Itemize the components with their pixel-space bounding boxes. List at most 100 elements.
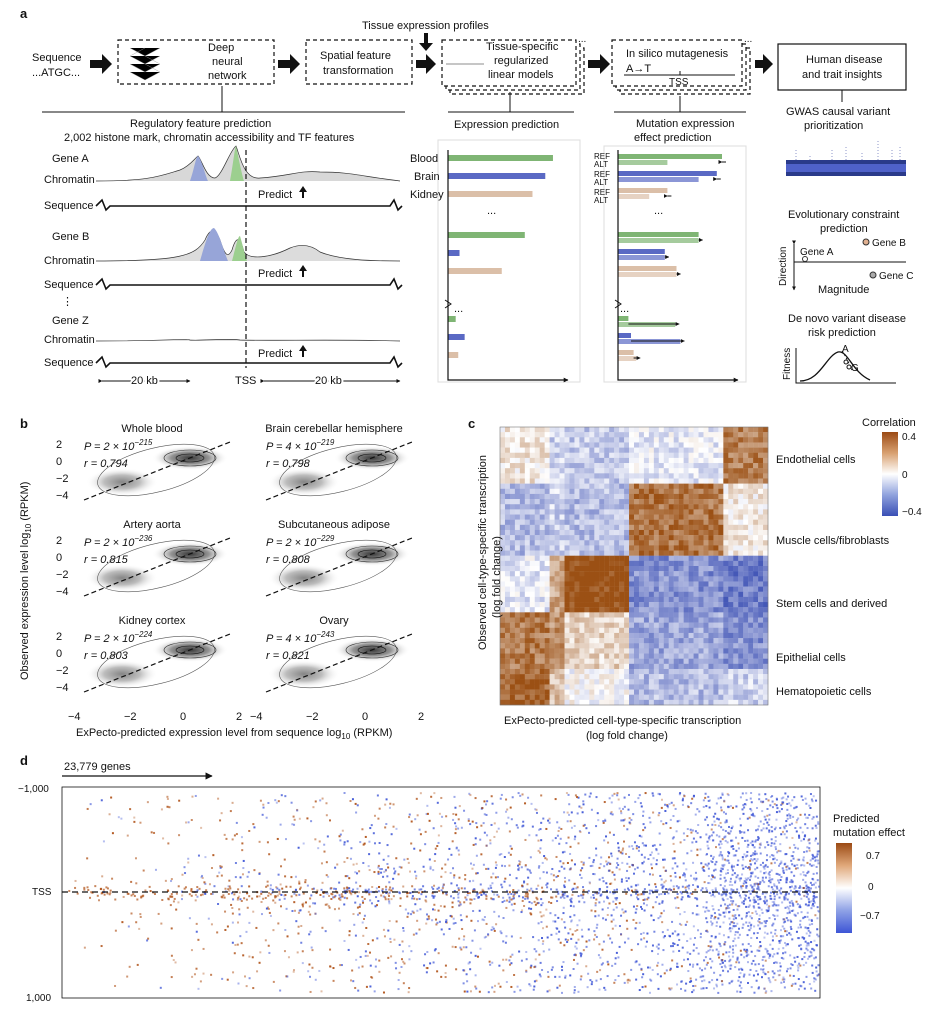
heatmap-cell [624,452,630,459]
mutation-effect-dot [415,874,418,877]
heatmap-cell [544,442,550,448]
mutation-effect-dot [521,793,524,796]
heatmap-cell [733,668,739,675]
heatmap-cell [544,653,550,659]
heatmap-cell [688,509,694,515]
mutation-effect-dot [535,834,538,837]
heatmap-cell [504,427,511,433]
heatmap-cell [609,653,615,659]
heatmap-cell [624,447,630,453]
heatmap-cell [604,602,610,608]
mutation-effect-dot [593,930,596,933]
heatmap-cell [638,509,645,515]
mutation-effect-dot [614,903,617,906]
mutation-effect-dot [657,792,660,795]
mutation-effect-dot [422,865,425,868]
heatmap-cell [738,483,744,489]
heatmap-cell [554,509,560,515]
heatmap-cell [658,457,664,464]
heatmap-cell [683,648,689,654]
heatmap-cell [589,581,595,587]
heatmap-cell [529,586,535,592]
mutation-effect-dot [337,907,340,910]
mutation-effect-dot [616,792,619,795]
mutation-effect-dot [551,966,554,969]
heatmap-cell [564,586,570,592]
heatmap-cell [599,617,605,623]
heatmap-cell [584,632,590,639]
heatmap-cell [698,504,704,510]
heatmap-cell [599,442,605,448]
mutation-effect-dot [642,973,645,976]
mutation-effect-dot [708,835,711,838]
heatmap-cell [539,612,545,618]
mutation-effect-dot [600,856,603,859]
heatmap-cell [743,627,749,634]
mutation-effect-dot [666,888,669,891]
mutation-effect-dot [738,976,741,979]
heatmap-cell [738,478,744,484]
heatmap-cell [688,684,694,690]
heatmap-cell [539,576,545,582]
mutation-effect-dot [621,908,624,911]
heatmap-cell [733,632,739,639]
heatmap-cell [663,638,669,644]
mutation-effect-dot [568,803,571,806]
heatmap-cell [698,632,704,639]
heatmap-cell [728,493,734,500]
heatmap-cell [678,442,684,448]
mutation-effect-dot [528,901,531,904]
mutation-effect-dot [465,973,468,976]
heatmap-cell [614,529,620,536]
heatmap-cell [748,457,754,464]
heatmap-cell [534,591,540,598]
heatmap-cell [708,437,714,443]
heatmap-cell [569,504,575,510]
mutation-effect-dot [552,920,555,923]
heatmap-cell [763,457,769,464]
heatmap-cell [500,684,506,690]
mutation-effect-dot [748,816,751,819]
heatmap-cell [594,457,600,464]
b-contour-core [357,645,387,655]
heatmap-cell [549,468,555,474]
heatmap-cell [579,612,585,618]
heatmap-cell [574,550,580,556]
mutation-effect-dot [642,899,645,902]
heatmap-cell [554,622,560,628]
heatmap-cell [653,571,660,577]
heatmap-cell [534,447,540,453]
mutation-effect-dot [135,921,138,924]
mutation-effect-dot [797,847,800,850]
mutation-effect-dot [718,932,721,935]
mutation-effect-dot [229,810,232,813]
mutation-effect-dot [763,955,766,958]
heatmap-cell [708,550,714,556]
mutation-effect-dot [358,912,361,915]
mutation-effect-dot [394,870,397,873]
mutation-effect-dot [382,875,385,878]
heatmap-cell [574,442,580,448]
heatmap-cell [728,571,734,577]
heatmap-cell [599,699,605,706]
heatmap-cell [688,560,694,567]
heatmap-cell [554,602,560,608]
mutation-effect-dot [788,880,791,883]
heatmap-cell [524,658,530,665]
mutation-effect-dot [574,945,577,948]
mutation-effect-dot [702,906,705,909]
heatmap-cell [529,679,535,685]
heatmap-cell [539,499,545,505]
heatmap-cell [544,668,550,675]
heatmap-cell [663,566,669,572]
mutation-effect-dot [402,927,405,930]
mutation-effect-dot [715,985,718,988]
heatmap-cell [743,483,749,489]
heatmap-cell [698,463,704,469]
mutation-effect-dot [542,950,545,953]
heatmap-cell [668,504,674,510]
heatmap-cell [579,524,585,531]
heatmap-cell [733,627,739,634]
mutation-effect-dot [767,799,770,802]
mutation-effect-dot [649,966,652,969]
